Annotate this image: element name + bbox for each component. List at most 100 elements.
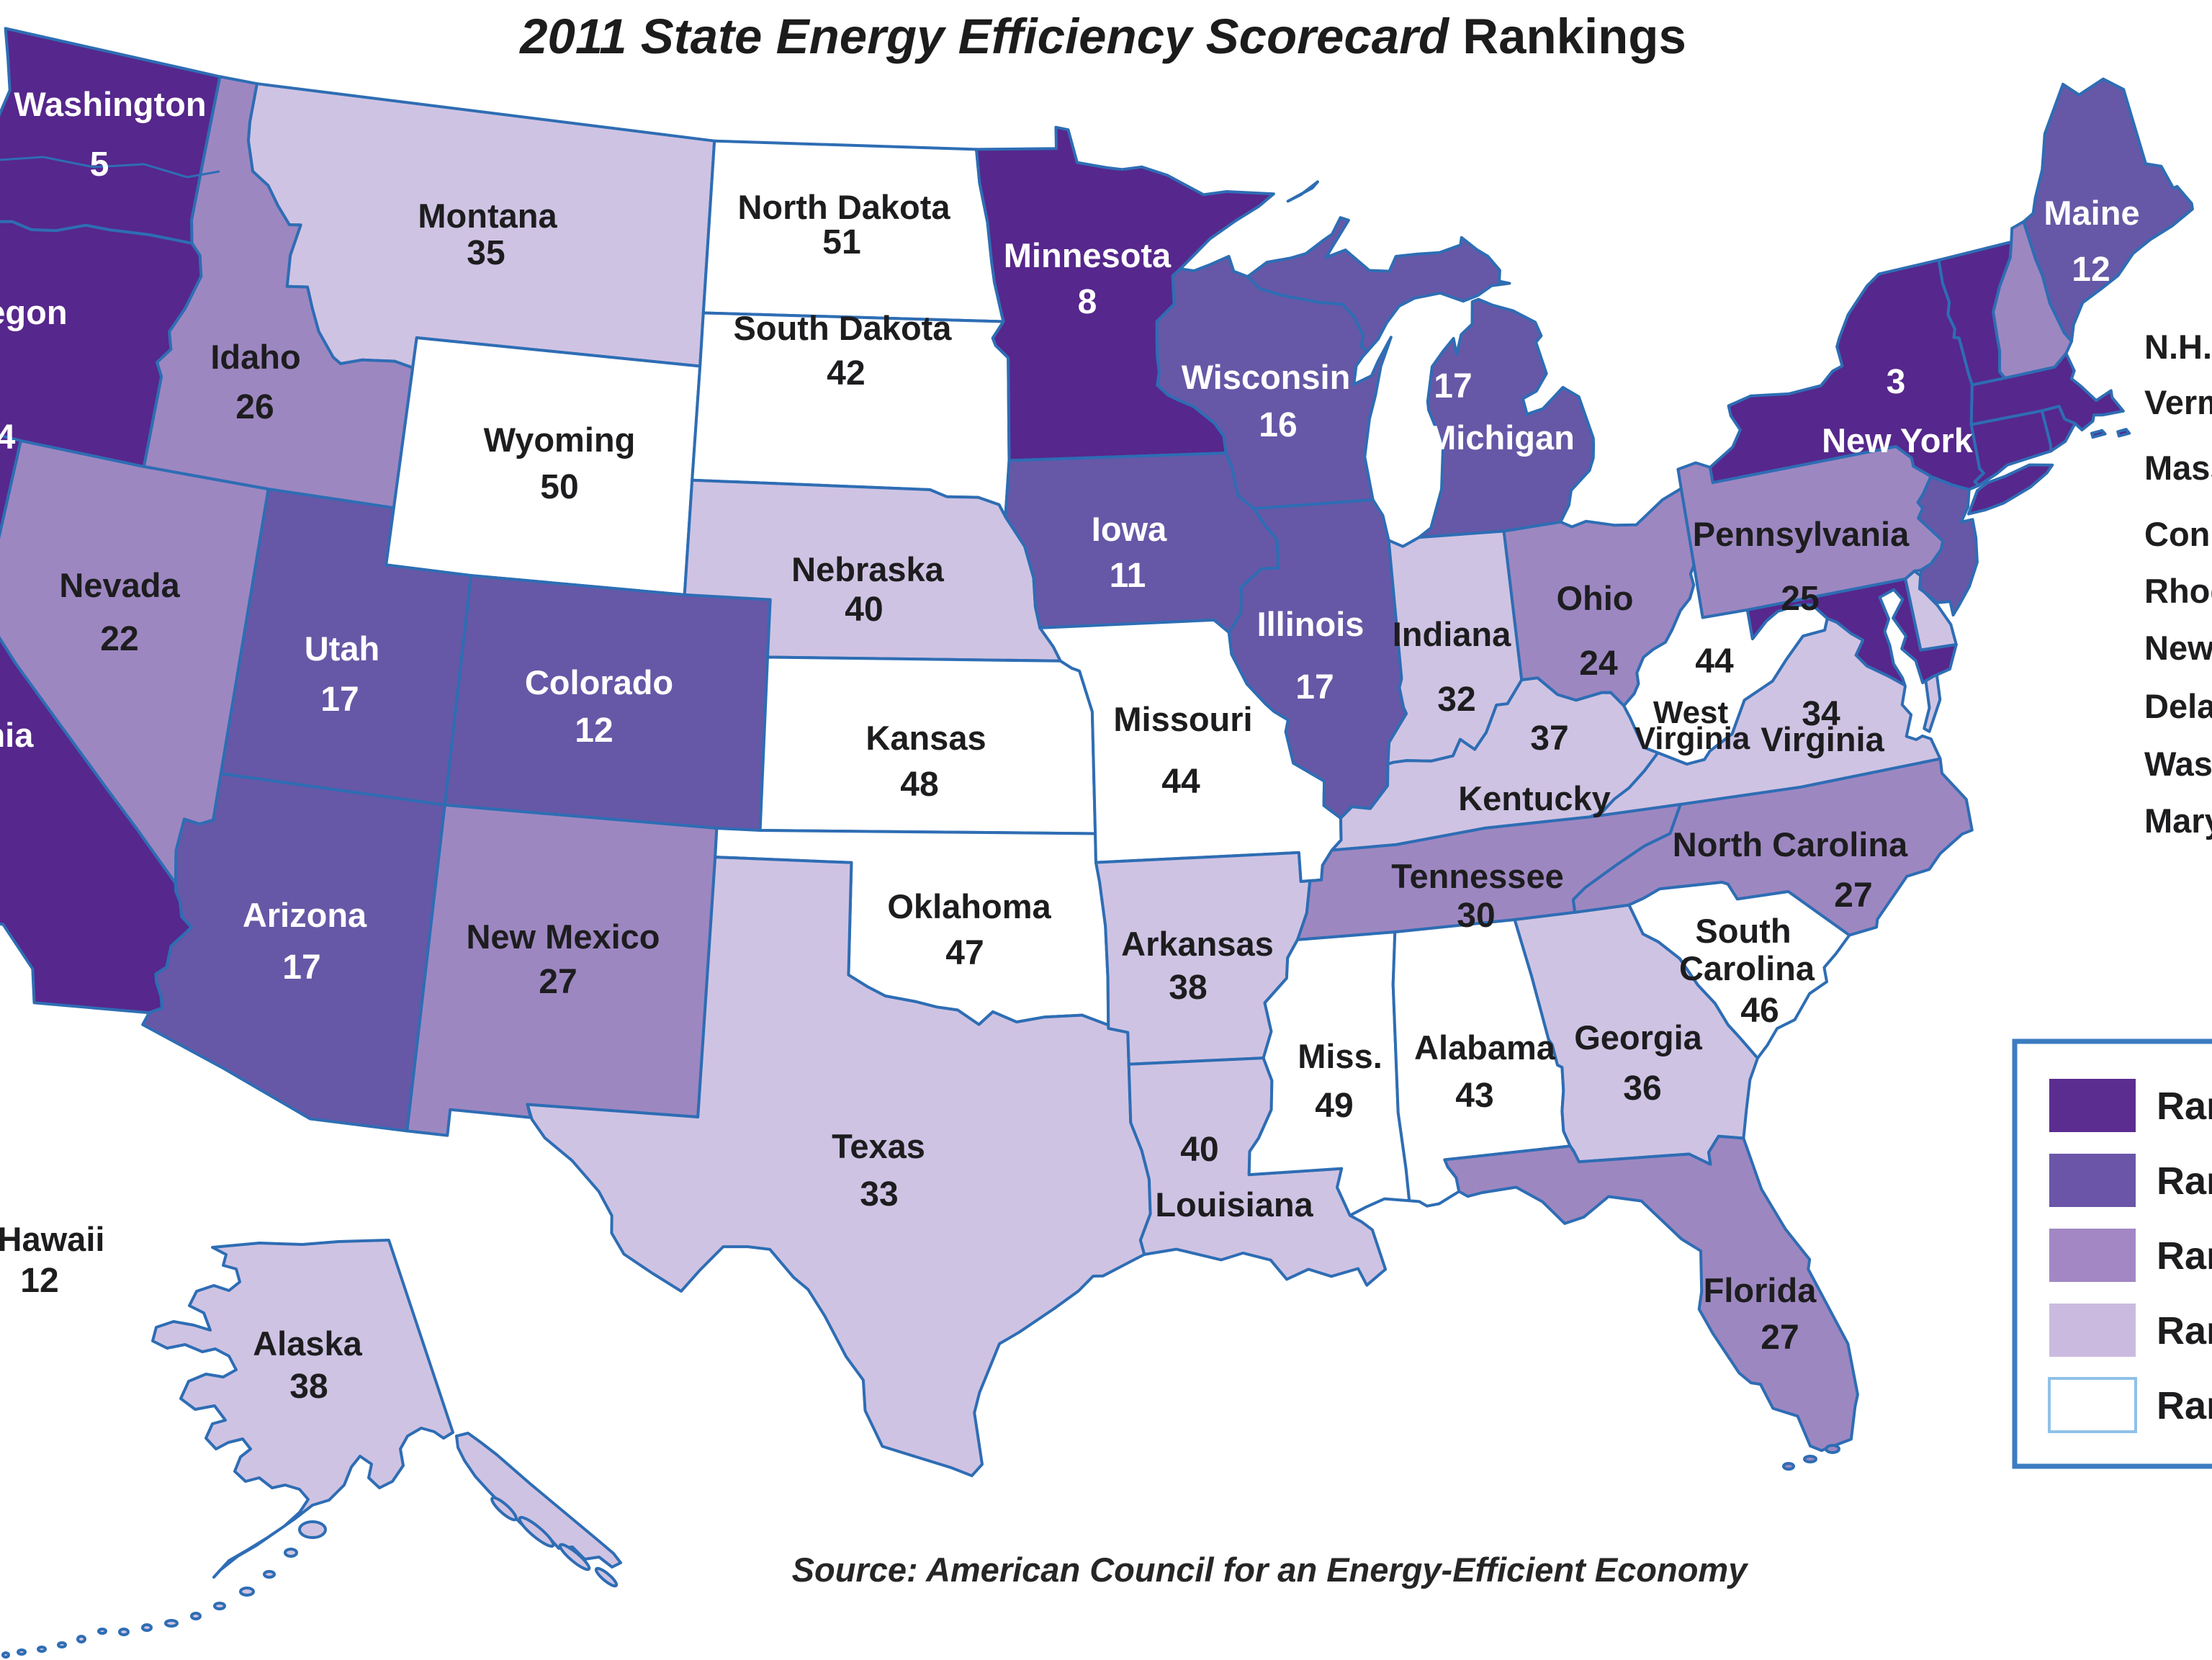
svg-text:North Carolina: North Carolina bbox=[1673, 825, 1908, 863]
svg-text:North Dakota: North Dakota bbox=[737, 188, 950, 226]
svg-text:Washington: Washington bbox=[14, 85, 206, 123]
svg-text:Mass. 1: Mass. 1 bbox=[2144, 449, 2212, 487]
svg-text:3: 3 bbox=[1887, 363, 1906, 401]
svg-text:Nebraska: Nebraska bbox=[791, 550, 944, 588]
svg-text:38: 38 bbox=[289, 1368, 328, 1406]
svg-text:Texas: Texas bbox=[832, 1127, 925, 1165]
svg-text:22: 22 bbox=[100, 620, 138, 658]
svg-text:New Mexico: New Mexico bbox=[466, 918, 660, 956]
svg-text:44: 44 bbox=[1695, 642, 1734, 681]
svg-text:37: 37 bbox=[1530, 719, 1568, 758]
svg-text:Arizona: Arizona bbox=[243, 896, 367, 934]
svg-text:Maine: Maine bbox=[2044, 194, 2139, 232]
svg-text:51: 51 bbox=[822, 223, 860, 261]
svg-text:Oregon: Oregon bbox=[0, 293, 68, 331]
svg-text:Source: American Council for a: Source: American Council for an Energy-E… bbox=[792, 1551, 1750, 1589]
svg-text:Idaho: Idaho bbox=[210, 338, 300, 376]
svg-text:Tennessee: Tennessee bbox=[1391, 857, 1563, 895]
svg-text:California: California bbox=[0, 716, 34, 754]
svg-text:5: 5 bbox=[90, 145, 109, 184]
svg-text:Michigan: Michigan bbox=[1428, 418, 1575, 457]
svg-text:27: 27 bbox=[539, 963, 577, 1001]
svg-text:32: 32 bbox=[1437, 681, 1475, 719]
svg-text:4: 4 bbox=[0, 418, 16, 457]
svg-text:25: 25 bbox=[1781, 580, 1819, 618]
svg-text:Wyoming: Wyoming bbox=[484, 421, 636, 459]
svg-text:30: 30 bbox=[1457, 897, 1495, 935]
svg-text:48: 48 bbox=[900, 766, 938, 804]
svg-text:Missouri: Missouri bbox=[1113, 700, 1252, 738]
svg-text:Indiana: Indiana bbox=[1393, 615, 1511, 653]
svg-text:Conn. 7: Conn. 7 bbox=[2144, 515, 2212, 553]
svg-text:17: 17 bbox=[1434, 367, 1472, 405]
svg-text:Hawaii: Hawaii bbox=[0, 1220, 104, 1258]
svg-text:50: 50 bbox=[540, 468, 578, 506]
svg-text:Oklahoma: Oklahoma bbox=[887, 887, 1051, 925]
svg-text:Rank 41-51: Rank 41-51 bbox=[2157, 1384, 2212, 1427]
svg-text:Alaska: Alaska bbox=[253, 1324, 362, 1363]
svg-text:27: 27 bbox=[1834, 876, 1872, 915]
svg-text:8: 8 bbox=[1078, 283, 1097, 321]
svg-text:Illinois: Illinois bbox=[1257, 605, 1364, 643]
svg-text:Rank 21-30: Rank 21-30 bbox=[2157, 1234, 2212, 1278]
svg-text:44: 44 bbox=[1161, 763, 1200, 801]
svg-text:Georgia: Georgia bbox=[1574, 1018, 1702, 1056]
svg-text:Miss.: Miss. bbox=[1298, 1037, 1382, 1075]
svg-text:43: 43 bbox=[1455, 1077, 1493, 1115]
svg-text:40: 40 bbox=[1180, 1131, 1218, 1169]
svg-text:Wisconsin: Wisconsin bbox=[1182, 358, 1351, 396]
svg-text:Kansas: Kansas bbox=[866, 719, 986, 757]
svg-text:Louisiana: Louisiana bbox=[1155, 1185, 1313, 1224]
svg-text:Iowa: Iowa bbox=[1092, 510, 1167, 548]
svg-text:West: West bbox=[1653, 695, 1729, 730]
svg-text:34: 34 bbox=[1802, 695, 1840, 733]
svg-text:12: 12 bbox=[575, 712, 613, 750]
svg-text:16: 16 bbox=[1259, 406, 1297, 444]
svg-text:33: 33 bbox=[860, 1175, 898, 1213]
svg-text:Virginia: Virginia bbox=[1761, 720, 1884, 758]
svg-text:2011 State Energy Efficiency S: 2011 State Energy Efficiency Scorecard R… bbox=[518, 9, 1686, 64]
svg-text:New York: New York bbox=[1822, 421, 1974, 459]
svg-text:17: 17 bbox=[320, 681, 359, 719]
svg-text:Carolina: Carolina bbox=[1679, 949, 1815, 987]
svg-text:Minnesota: Minnesota bbox=[1004, 236, 1172, 274]
svg-text:Virginia: Virginia bbox=[1635, 721, 1750, 756]
svg-text:42: 42 bbox=[827, 354, 865, 392]
svg-text:40: 40 bbox=[845, 591, 883, 629]
svg-text:Rhode Island 10: Rhode Island 10 bbox=[2144, 572, 2212, 610]
svg-text:26: 26 bbox=[235, 388, 274, 426]
svg-text:Maryland 13: Maryland 13 bbox=[2144, 802, 2212, 840]
svg-text:South: South bbox=[1695, 912, 1791, 950]
svg-text:35: 35 bbox=[467, 234, 505, 272]
svg-text:Ohio: Ohio bbox=[1556, 579, 1633, 617]
svg-text:South Dakota: South Dakota bbox=[734, 309, 953, 347]
svg-text:12: 12 bbox=[20, 1262, 58, 1300]
svg-text:Pennsylvania: Pennsylvania bbox=[1693, 515, 1910, 553]
svg-text:Vermont 6: Vermont 6 bbox=[2144, 383, 2212, 421]
svg-text:Rank 1-10: Rank 1-10 bbox=[2157, 1085, 2212, 1128]
svg-text:17: 17 bbox=[1295, 668, 1334, 706]
svg-text:N.H. 21: N.H. 21 bbox=[2144, 328, 2212, 366]
svg-text:Arkansas: Arkansas bbox=[1121, 925, 1274, 963]
svg-text:11: 11 bbox=[1110, 557, 1146, 595]
svg-text:27: 27 bbox=[1761, 1319, 1799, 1357]
svg-text:36: 36 bbox=[1623, 1069, 1661, 1108]
svg-text:Florida: Florida bbox=[1704, 1271, 1817, 1309]
svg-text:Utah: Utah bbox=[305, 629, 379, 668]
svg-text:Wash. D.C. 8: Wash. D.C. 8 bbox=[2144, 745, 2212, 783]
svg-text:Delaware 26: Delaware 26 bbox=[2144, 687, 2212, 725]
svg-text:49: 49 bbox=[1315, 1087, 1353, 1125]
svg-text:Rank 11-20: Rank 11-20 bbox=[2157, 1159, 2212, 1203]
svg-text:Colorado: Colorado bbox=[525, 663, 673, 701]
svg-text:46: 46 bbox=[1740, 992, 1779, 1030]
svg-text:Montana: Montana bbox=[418, 197, 557, 235]
svg-text:Alabama: Alabama bbox=[1414, 1028, 1556, 1067]
svg-text:38: 38 bbox=[1169, 969, 1207, 1007]
svg-text:Kentucky: Kentucky bbox=[1458, 779, 1611, 817]
svg-text:24: 24 bbox=[1579, 645, 1618, 683]
svg-text:47: 47 bbox=[945, 934, 984, 972]
svg-text:12: 12 bbox=[2072, 251, 2110, 289]
svg-text:Rank 31-40: Rank 31-40 bbox=[2157, 1309, 2212, 1352]
svg-text:17: 17 bbox=[282, 948, 320, 987]
svg-text:New Jersey 9: New Jersey 9 bbox=[2144, 629, 2212, 667]
